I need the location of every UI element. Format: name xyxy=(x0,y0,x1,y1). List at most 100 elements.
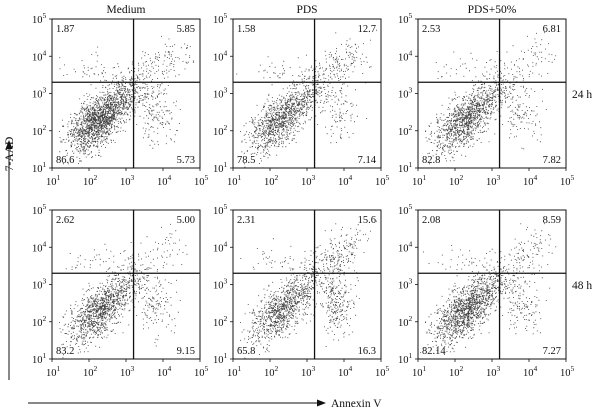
event-dots xyxy=(59,223,188,359)
quadrant-percentage: 1.58 xyxy=(237,24,255,35)
scatter-panel: 2.31 15.6 65.8 16.3 101 102 103 104 105 101 102 103… xyxy=(213,202,390,379)
quadrant-percentage: 7.27 xyxy=(543,346,561,357)
y-axis-arrowhead xyxy=(5,140,13,149)
x-tick-label: 103 xyxy=(486,173,501,188)
x-tick-label: 101 xyxy=(46,364,61,379)
x-tick-label: 102 xyxy=(83,173,98,188)
x-tick-label: 103 xyxy=(301,173,316,188)
y-tick-label: 105 xyxy=(213,11,228,26)
quadrant-percentage: 78.5 xyxy=(237,155,255,166)
quadrant-percentage: 7.82 xyxy=(543,155,561,166)
x-tick-label: 103 xyxy=(120,173,135,188)
x-tick-label: 105 xyxy=(375,364,390,379)
event-dots xyxy=(238,220,377,359)
x-tick-label: 103 xyxy=(120,364,135,379)
panel-frame xyxy=(51,18,201,169)
quadrant-percentage: 86.6 xyxy=(56,155,74,166)
y-tick-label: 104 xyxy=(213,239,228,254)
x-axis-arrowhead xyxy=(317,399,326,407)
row-label: 24 h xyxy=(572,89,592,101)
axis-arrows: 7-AAD Annexin V xyxy=(4,137,382,410)
y-tick-label: 101 xyxy=(213,160,228,175)
x-tick-label: 104 xyxy=(338,364,353,379)
quadrant-percentage: 2.31 xyxy=(237,215,255,226)
x-tick-label: 102 xyxy=(264,364,279,379)
x-tick-label: 104 xyxy=(523,364,538,379)
y-tick-label: 105 xyxy=(32,202,47,217)
quadrant-percentage: 2.53 xyxy=(422,24,440,35)
quadrant-percentage: 16.3 xyxy=(358,346,376,357)
x-tick-label: 101 xyxy=(412,364,427,379)
y-tick-label: 105 xyxy=(398,11,413,26)
y-tick-label: 102 xyxy=(32,314,47,329)
x-tick-label: 104 xyxy=(338,173,353,188)
x-tick-label: 101 xyxy=(46,173,61,188)
event-dots xyxy=(425,32,557,168)
y-tick-label: 101 xyxy=(32,160,47,175)
scatter-panel: 2.08 8.59 82.14 7.27 101 102 103 104 105 101 102 10… xyxy=(398,202,575,379)
y-tick-label: 102 xyxy=(213,314,228,329)
y-tick-label: 102 xyxy=(213,123,228,138)
panel-frame xyxy=(232,18,382,169)
quadrant-percentage: 82.14 xyxy=(422,346,446,357)
quadrant-percentage: 83.2 xyxy=(56,346,74,357)
scatter-panels: 1.87 5.85 86.6 5.73 101 102 103 104 105 101 102 103… xyxy=(32,11,575,379)
y-tick-label: 103 xyxy=(398,277,413,292)
y-tick-label: 103 xyxy=(213,86,228,101)
column-titles: Medium PDS PDS+50% xyxy=(107,4,517,16)
y-tick-label: 102 xyxy=(32,123,47,138)
y-axis-label: 7-AAD xyxy=(4,137,16,172)
y-tick-label: 103 xyxy=(398,86,413,101)
x-tick-label: 105 xyxy=(560,173,575,188)
column-title: PDS+50% xyxy=(468,4,517,16)
y-tick-label: 104 xyxy=(213,48,228,63)
y-tick-label: 104 xyxy=(32,239,47,254)
row-label: 48 h xyxy=(572,280,592,292)
quadrant-percentage: 12.7 xyxy=(358,24,376,35)
x-tick-label: 102 xyxy=(449,173,464,188)
y-tick-label: 101 xyxy=(32,351,47,366)
y-tick-label: 105 xyxy=(32,11,47,26)
quadrant-percentage: 5.85 xyxy=(177,24,195,35)
y-tick-label: 103 xyxy=(32,277,47,292)
y-tick-label: 103 xyxy=(213,277,228,292)
scatter-panel: 1.58 12.7 78.5 7.14 101 102 103 104 105 101 102 103… xyxy=(213,11,390,188)
x-tick-label: 104 xyxy=(157,364,172,379)
x-tick-label: 103 xyxy=(486,364,501,379)
x-tick-label: 104 xyxy=(157,173,172,188)
x-tick-label: 101 xyxy=(227,173,242,188)
y-tick-label: 104 xyxy=(398,239,413,254)
x-axis-label: Annexin V xyxy=(331,398,382,410)
y-tick-label: 105 xyxy=(213,202,228,217)
quadrant-percentage: 2.08 xyxy=(422,215,440,226)
row-labels: 24 h 48 h xyxy=(572,89,592,292)
quadrant-percentage: 82.8 xyxy=(422,155,440,166)
y-tick-label: 102 xyxy=(398,314,413,329)
x-tick-label: 102 xyxy=(264,173,279,188)
x-tick-label: 102 xyxy=(449,364,464,379)
x-tick-label: 103 xyxy=(301,364,316,379)
x-tick-label: 105 xyxy=(194,173,209,188)
event-dots xyxy=(59,31,194,168)
y-tick-label: 103 xyxy=(32,86,47,101)
quadrant-percentage: 65.8 xyxy=(237,346,255,357)
column-title: PDS xyxy=(296,4,317,16)
quadrant-percentage: 6.81 xyxy=(543,24,561,35)
x-tick-label: 105 xyxy=(560,364,575,379)
quadrant-percentage: 7.14 xyxy=(358,155,377,166)
x-tick-label: 105 xyxy=(194,364,209,379)
x-tick-label: 104 xyxy=(523,173,538,188)
event-dots xyxy=(236,29,377,168)
scatter-panel: 1.87 5.85 86.6 5.73 101 102 103 104 105 101 102 103… xyxy=(32,11,209,188)
quadrant-percentage: 8.59 xyxy=(543,215,561,226)
column-title: Medium xyxy=(107,4,146,16)
x-tick-label: 101 xyxy=(412,173,427,188)
y-tick-label: 102 xyxy=(398,123,413,138)
y-tick-label: 101 xyxy=(398,351,413,366)
quadrant-percentage: 2.62 xyxy=(56,215,74,226)
scatter-panel: 2.53 6.81 82.8 7.82 101 102 103 104 105 101 102 103… xyxy=(398,11,575,188)
quadrant-percentage: 9.15 xyxy=(177,346,195,357)
event-dots xyxy=(420,222,557,355)
quadrant-percentage: 15.6 xyxy=(358,215,376,226)
